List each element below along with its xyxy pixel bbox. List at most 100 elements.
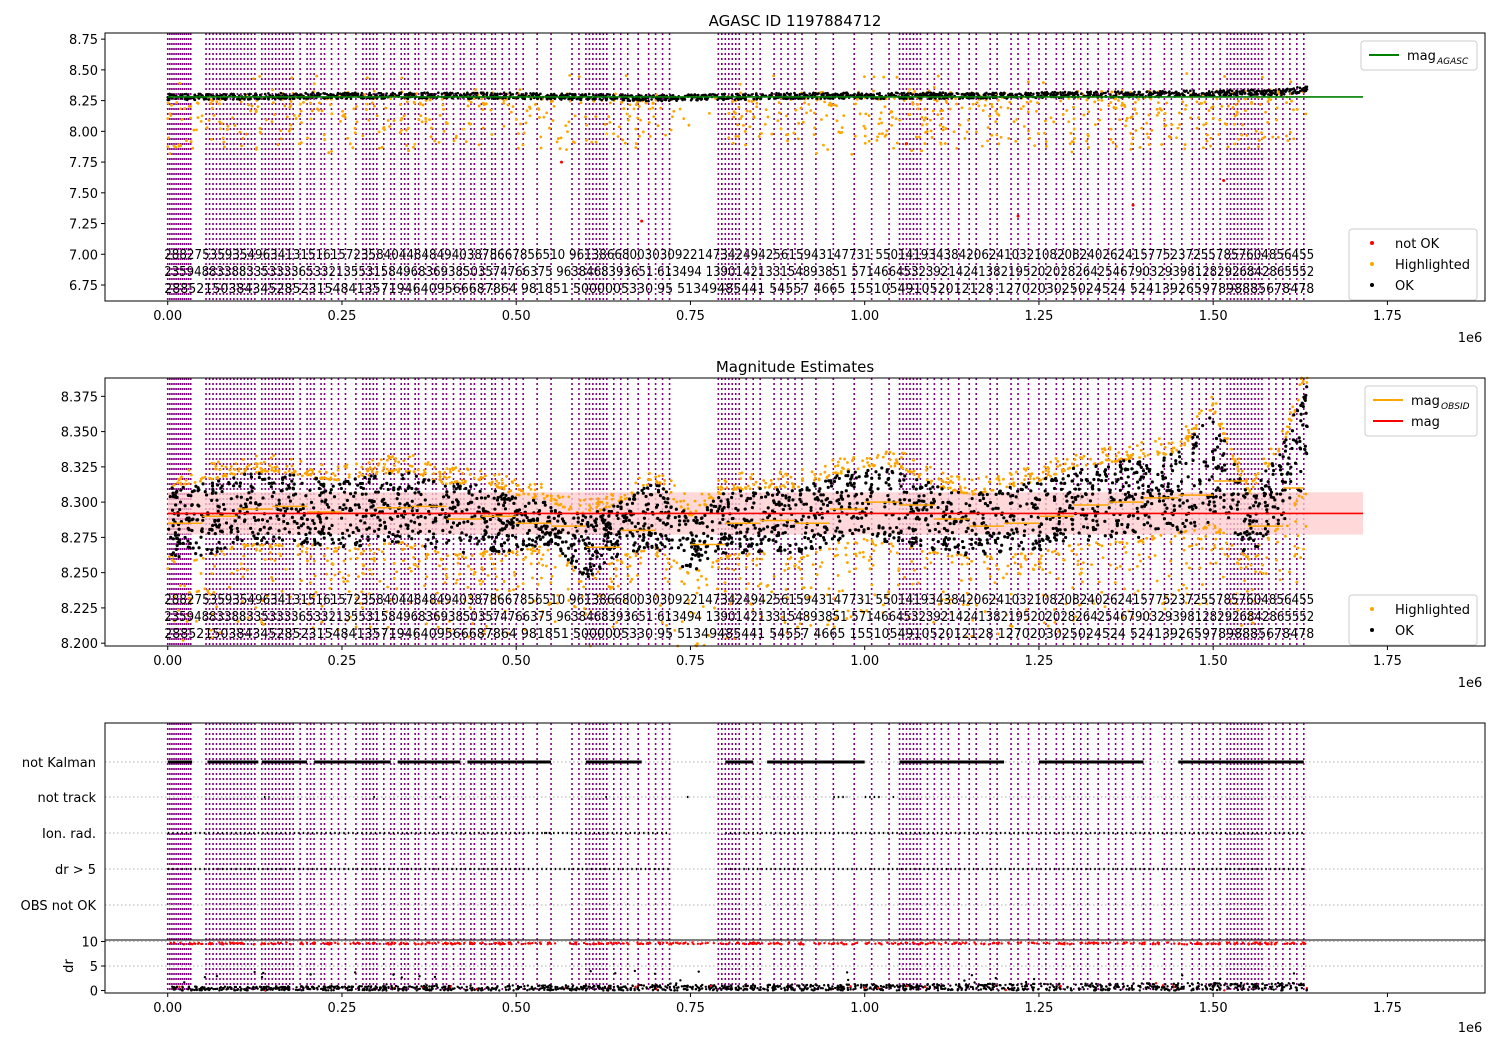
highlighted-point xyxy=(1093,100,1097,104)
highlighted-point xyxy=(866,461,869,464)
highlighted-point xyxy=(1118,541,1122,544)
panel-1-title: AGASC ID 1197884712 xyxy=(709,12,882,30)
highlighted-point xyxy=(1227,547,1231,551)
highlighted-point xyxy=(370,572,374,576)
ok-point xyxy=(301,506,305,511)
highlighted-point xyxy=(951,481,955,485)
highlighted-point xyxy=(1205,139,1209,143)
highlighted-point xyxy=(990,557,994,561)
highlighted-point xyxy=(1243,579,1247,583)
highlighted-point xyxy=(933,551,937,554)
highlighted-point xyxy=(1179,444,1183,448)
highlighted-point xyxy=(853,134,857,138)
highlighted-point xyxy=(616,584,620,588)
highlighted-point xyxy=(516,483,520,487)
highlighted-point xyxy=(1121,101,1124,105)
highlighted-point xyxy=(338,570,341,574)
highlighted-point xyxy=(478,478,482,482)
ok-point xyxy=(960,539,965,544)
highlighted-point xyxy=(697,586,701,590)
highlighted-point xyxy=(244,132,248,136)
highlighted-point xyxy=(1252,478,1256,482)
highlighted-point xyxy=(254,548,258,552)
highlighted-point xyxy=(912,458,915,462)
highlighted-point xyxy=(836,553,839,557)
highlighted-point xyxy=(509,110,513,114)
highlighted-point xyxy=(679,505,683,509)
highlighted-point xyxy=(372,556,376,560)
highlighted-point xyxy=(608,505,611,509)
ok-point xyxy=(1068,91,1072,94)
highlighted-point xyxy=(309,101,312,105)
highlighted-point xyxy=(1056,577,1060,580)
highlighted-point xyxy=(1109,101,1113,104)
highlighted-point xyxy=(341,109,344,113)
highlighted-point xyxy=(1181,100,1185,104)
highlighted-point xyxy=(269,456,273,460)
highlighted-point xyxy=(595,501,599,505)
legend-dot xyxy=(1370,283,1374,287)
highlighted-point xyxy=(412,555,415,559)
highlighted-point xyxy=(405,544,409,547)
highlighted-point xyxy=(1221,426,1225,430)
ok-point xyxy=(1184,89,1188,93)
highlighted-point xyxy=(458,552,462,556)
highlighted-point xyxy=(936,113,940,116)
highlighted-point xyxy=(981,109,985,112)
highlighted-point xyxy=(568,74,572,77)
highlighted-point xyxy=(809,586,813,590)
highlighted-point xyxy=(1097,98,1100,102)
highlighted-point xyxy=(628,564,632,568)
highlighted-point xyxy=(1240,133,1244,137)
highlighted-point xyxy=(871,563,875,567)
highlighted-point xyxy=(511,105,515,108)
highlighted-point xyxy=(846,461,849,464)
ok-point xyxy=(821,92,825,96)
highlighted-point xyxy=(1214,402,1218,405)
ok-point xyxy=(1254,93,1258,96)
ok-point xyxy=(902,497,907,502)
highlighted-point xyxy=(1257,145,1260,149)
ok-point xyxy=(230,93,233,96)
highlighted-point xyxy=(783,485,787,489)
highlighted-point xyxy=(1251,485,1255,489)
highlighted-point xyxy=(867,559,871,562)
ok-point xyxy=(690,97,694,101)
highlighted-point xyxy=(826,148,830,151)
highlighted-point xyxy=(468,473,472,476)
highlighted-point xyxy=(1043,119,1047,123)
highlighted-point xyxy=(777,477,781,481)
highlighted-point xyxy=(551,99,555,103)
highlighted-point xyxy=(361,134,365,138)
highlighted-point xyxy=(199,572,203,575)
highlighted-point xyxy=(468,122,472,126)
highlighted-point xyxy=(924,131,927,134)
highlighted-point xyxy=(815,151,818,155)
highlighted-point xyxy=(387,542,391,546)
highlighted-point xyxy=(625,112,629,116)
highlighted-point xyxy=(488,553,492,557)
highlighted-point xyxy=(360,465,364,469)
highlighted-point xyxy=(744,565,748,569)
highlighted-point xyxy=(237,469,240,473)
highlighted-point xyxy=(1027,129,1030,133)
highlighted-point xyxy=(502,124,506,128)
highlighted-point xyxy=(863,141,867,145)
highlighted-point xyxy=(311,468,314,472)
highlighted-point xyxy=(1217,133,1221,136)
highlighted-point xyxy=(555,140,559,144)
highlighted-point xyxy=(764,481,768,485)
highlighted-point xyxy=(863,127,867,130)
highlighted-point xyxy=(1062,558,1066,562)
highlighted-point xyxy=(1060,470,1064,473)
highlighted-point xyxy=(648,107,652,111)
highlighted-point xyxy=(1114,106,1118,110)
highlighted-point xyxy=(1254,481,1258,485)
highlighted-point xyxy=(1135,112,1138,115)
highlighted-point xyxy=(622,107,626,111)
highlighted-point xyxy=(1136,589,1140,593)
highlighted-point xyxy=(746,484,750,488)
highlighted-point xyxy=(940,116,944,120)
highlighted-point xyxy=(1276,540,1279,544)
highlighted-point xyxy=(315,74,319,78)
